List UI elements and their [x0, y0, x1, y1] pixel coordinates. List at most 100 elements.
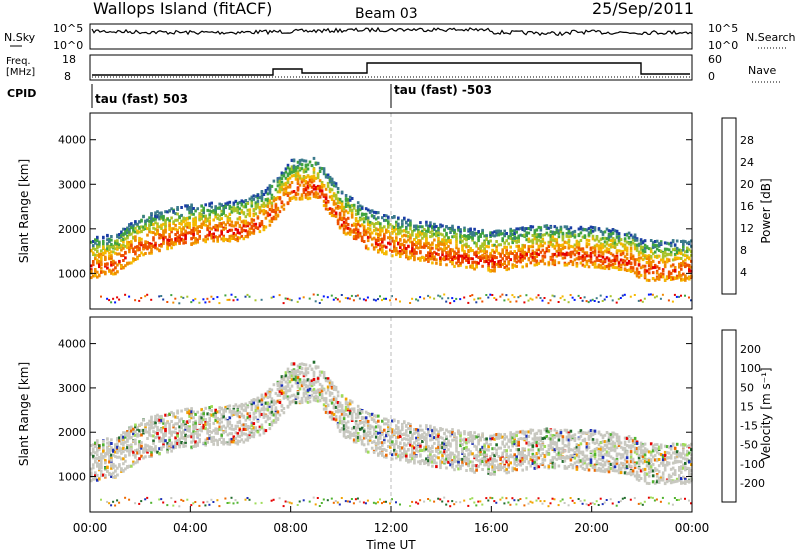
velocity-cell: [98, 448, 101, 452]
power-cell: [457, 257, 460, 261]
power-cell: [567, 261, 571, 265]
power-cell: [298, 174, 302, 178]
velocity-cell: [198, 504, 201, 507]
nave-tick-low: 0: [708, 70, 715, 83]
power-cell: [302, 175, 306, 179]
power-cell: [577, 246, 581, 250]
power-cell: [138, 236, 141, 240]
power-cell: [332, 199, 336, 203]
velocity-cell: [174, 444, 177, 447]
velocity-cell: [146, 422, 149, 426]
power-cell: [617, 261, 621, 265]
power-cell: [362, 230, 366, 234]
power-cell: [443, 255, 446, 259]
power-cell: [198, 214, 201, 218]
nsky-panel: [89, 23, 693, 50]
velocity-cell: [308, 364, 312, 368]
power-cell: [678, 256, 681, 260]
power-cell: [160, 211, 163, 215]
velocity-cell: [224, 430, 227, 434]
power-cell: [503, 233, 506, 237]
power-cell: [338, 201, 342, 205]
power-cell: [607, 267, 611, 271]
velocity-cell: [152, 448, 155, 452]
power-cell: [391, 237, 394, 240]
velocity-cell: [254, 502, 257, 505]
power-cell: [603, 266, 607, 270]
power-cell: [399, 242, 402, 246]
power-cell: [288, 185, 292, 189]
power-cell: [222, 210, 225, 214]
velocity-cell: [232, 440, 236, 444]
power-cell: [242, 205, 246, 209]
power-cell: [234, 207, 238, 211]
velocity-cell: [188, 419, 191, 423]
power-cell: [623, 248, 627, 252]
power-cell: [312, 170, 316, 174]
power-cell: [218, 302, 221, 305]
power-cell: [593, 249, 597, 253]
power-cell: [599, 264, 603, 268]
power-cell: [511, 241, 514, 245]
power-cell: [214, 235, 217, 239]
power-cell: [96, 261, 99, 265]
velocity-cell: [162, 440, 165, 444]
velocity-cell: [254, 404, 258, 408]
power-cell: [184, 241, 187, 245]
power-cell: [318, 189, 322, 193]
velocity-cell: [156, 419, 159, 422]
power-cell: [629, 255, 633, 258]
velocity-cell: [138, 502, 141, 505]
velocity-cell: [274, 407, 278, 411]
power-cell: [539, 239, 543, 243]
power-cell: [204, 235, 207, 239]
power-cell: [96, 235, 99, 239]
power-cell: [206, 219, 209, 223]
power-cell: [619, 238, 623, 242]
power-cell: [194, 237, 197, 240]
power-cell: [493, 230, 496, 234]
power-cell: [563, 263, 567, 267]
power-cell: [517, 255, 520, 259]
power-cell: [543, 262, 547, 266]
power-cell: [360, 223, 364, 227]
power-cell: [266, 198, 270, 202]
velocity-cell: [302, 387, 306, 391]
power-cell: [186, 221, 189, 225]
power-cell: [356, 209, 360, 213]
power-cell: [673, 247, 677, 251]
power-cell: [595, 244, 599, 248]
power-cell: [342, 230, 346, 234]
power-cell: [599, 266, 603, 270]
velocity-cell: [96, 473, 99, 477]
velocity-cell: [306, 388, 310, 392]
power-cell: [358, 234, 362, 238]
power-cell: [641, 247, 645, 251]
power-cell: [342, 210, 346, 214]
power-cell: [132, 224, 135, 228]
power-cell: [589, 257, 593, 261]
power-cell: [555, 238, 559, 242]
power-cell: [531, 252, 535, 255]
power-cell: [184, 218, 187, 222]
power-cell: [519, 233, 522, 237]
power-cell: [250, 195, 254, 199]
velocity-cell: [184, 427, 187, 431]
power-cell: [609, 243, 613, 247]
power-cell: [539, 226, 543, 230]
velocity-cell: [244, 498, 247, 501]
power-cell: [635, 258, 639, 262]
power-cell: [653, 240, 657, 243]
power-cell: [591, 262, 595, 266]
power-cell: [643, 250, 647, 254]
power-cell: [96, 245, 99, 249]
power-cell: [302, 191, 306, 194]
power-cell: [489, 239, 492, 243]
power-cell: [531, 258, 535, 262]
power-cell: [523, 229, 526, 233]
power-cell: [688, 276, 691, 280]
power-cell: [491, 249, 494, 253]
power-cell: [493, 266, 496, 270]
power-cell: [298, 176, 302, 180]
velocity-cell: [288, 395, 292, 399]
